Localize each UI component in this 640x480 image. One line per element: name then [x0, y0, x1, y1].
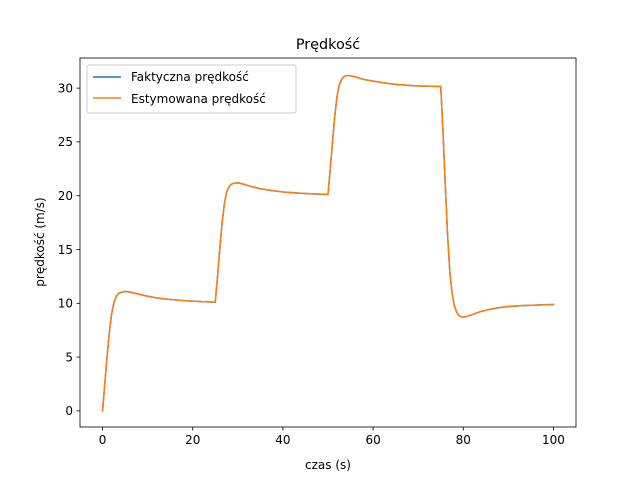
legend: Faktyczna prędkość Estymowana prędkość — [86, 64, 297, 114]
x-tick-label: 20 — [185, 433, 200, 447]
legend-box — [86, 64, 297, 114]
y-axis-ticks: 0 5 10 15 20 25 30 — [58, 81, 80, 418]
x-tick-label: 0 — [99, 433, 107, 447]
y-tick-label: 0 — [65, 404, 73, 418]
y-tick-label: 25 — [58, 135, 73, 149]
x-axis-ticks: 0 20 40 60 80 100 — [99, 427, 565, 447]
legend-label-estimated: Estymowana prędkość — [131, 92, 266, 106]
x-tick-label: 40 — [275, 433, 290, 447]
chart-title: Prędkość — [296, 37, 360, 53]
y-tick-label: 20 — [58, 189, 73, 203]
y-tick-label: 30 — [58, 81, 73, 95]
x-tick-label: 80 — [456, 433, 471, 447]
series-line-actual — [101, 75, 555, 412]
y-tick-label: 15 — [58, 243, 73, 257]
x-tick-label: 60 — [365, 433, 380, 447]
y-tick-label: 5 — [65, 350, 73, 364]
x-axis-label: czas (s) — [305, 458, 351, 472]
plot-frame — [79, 57, 577, 428]
series-line-estimated — [101, 75, 555, 412]
legend-label-actual: Faktyczna prędkość — [131, 70, 249, 84]
x-tick-label: 100 — [542, 433, 565, 447]
y-axis-label: prędkość (m/s) — [33, 197, 47, 286]
y-tick-label: 10 — [58, 297, 73, 311]
series-layer — [101, 75, 555, 412]
